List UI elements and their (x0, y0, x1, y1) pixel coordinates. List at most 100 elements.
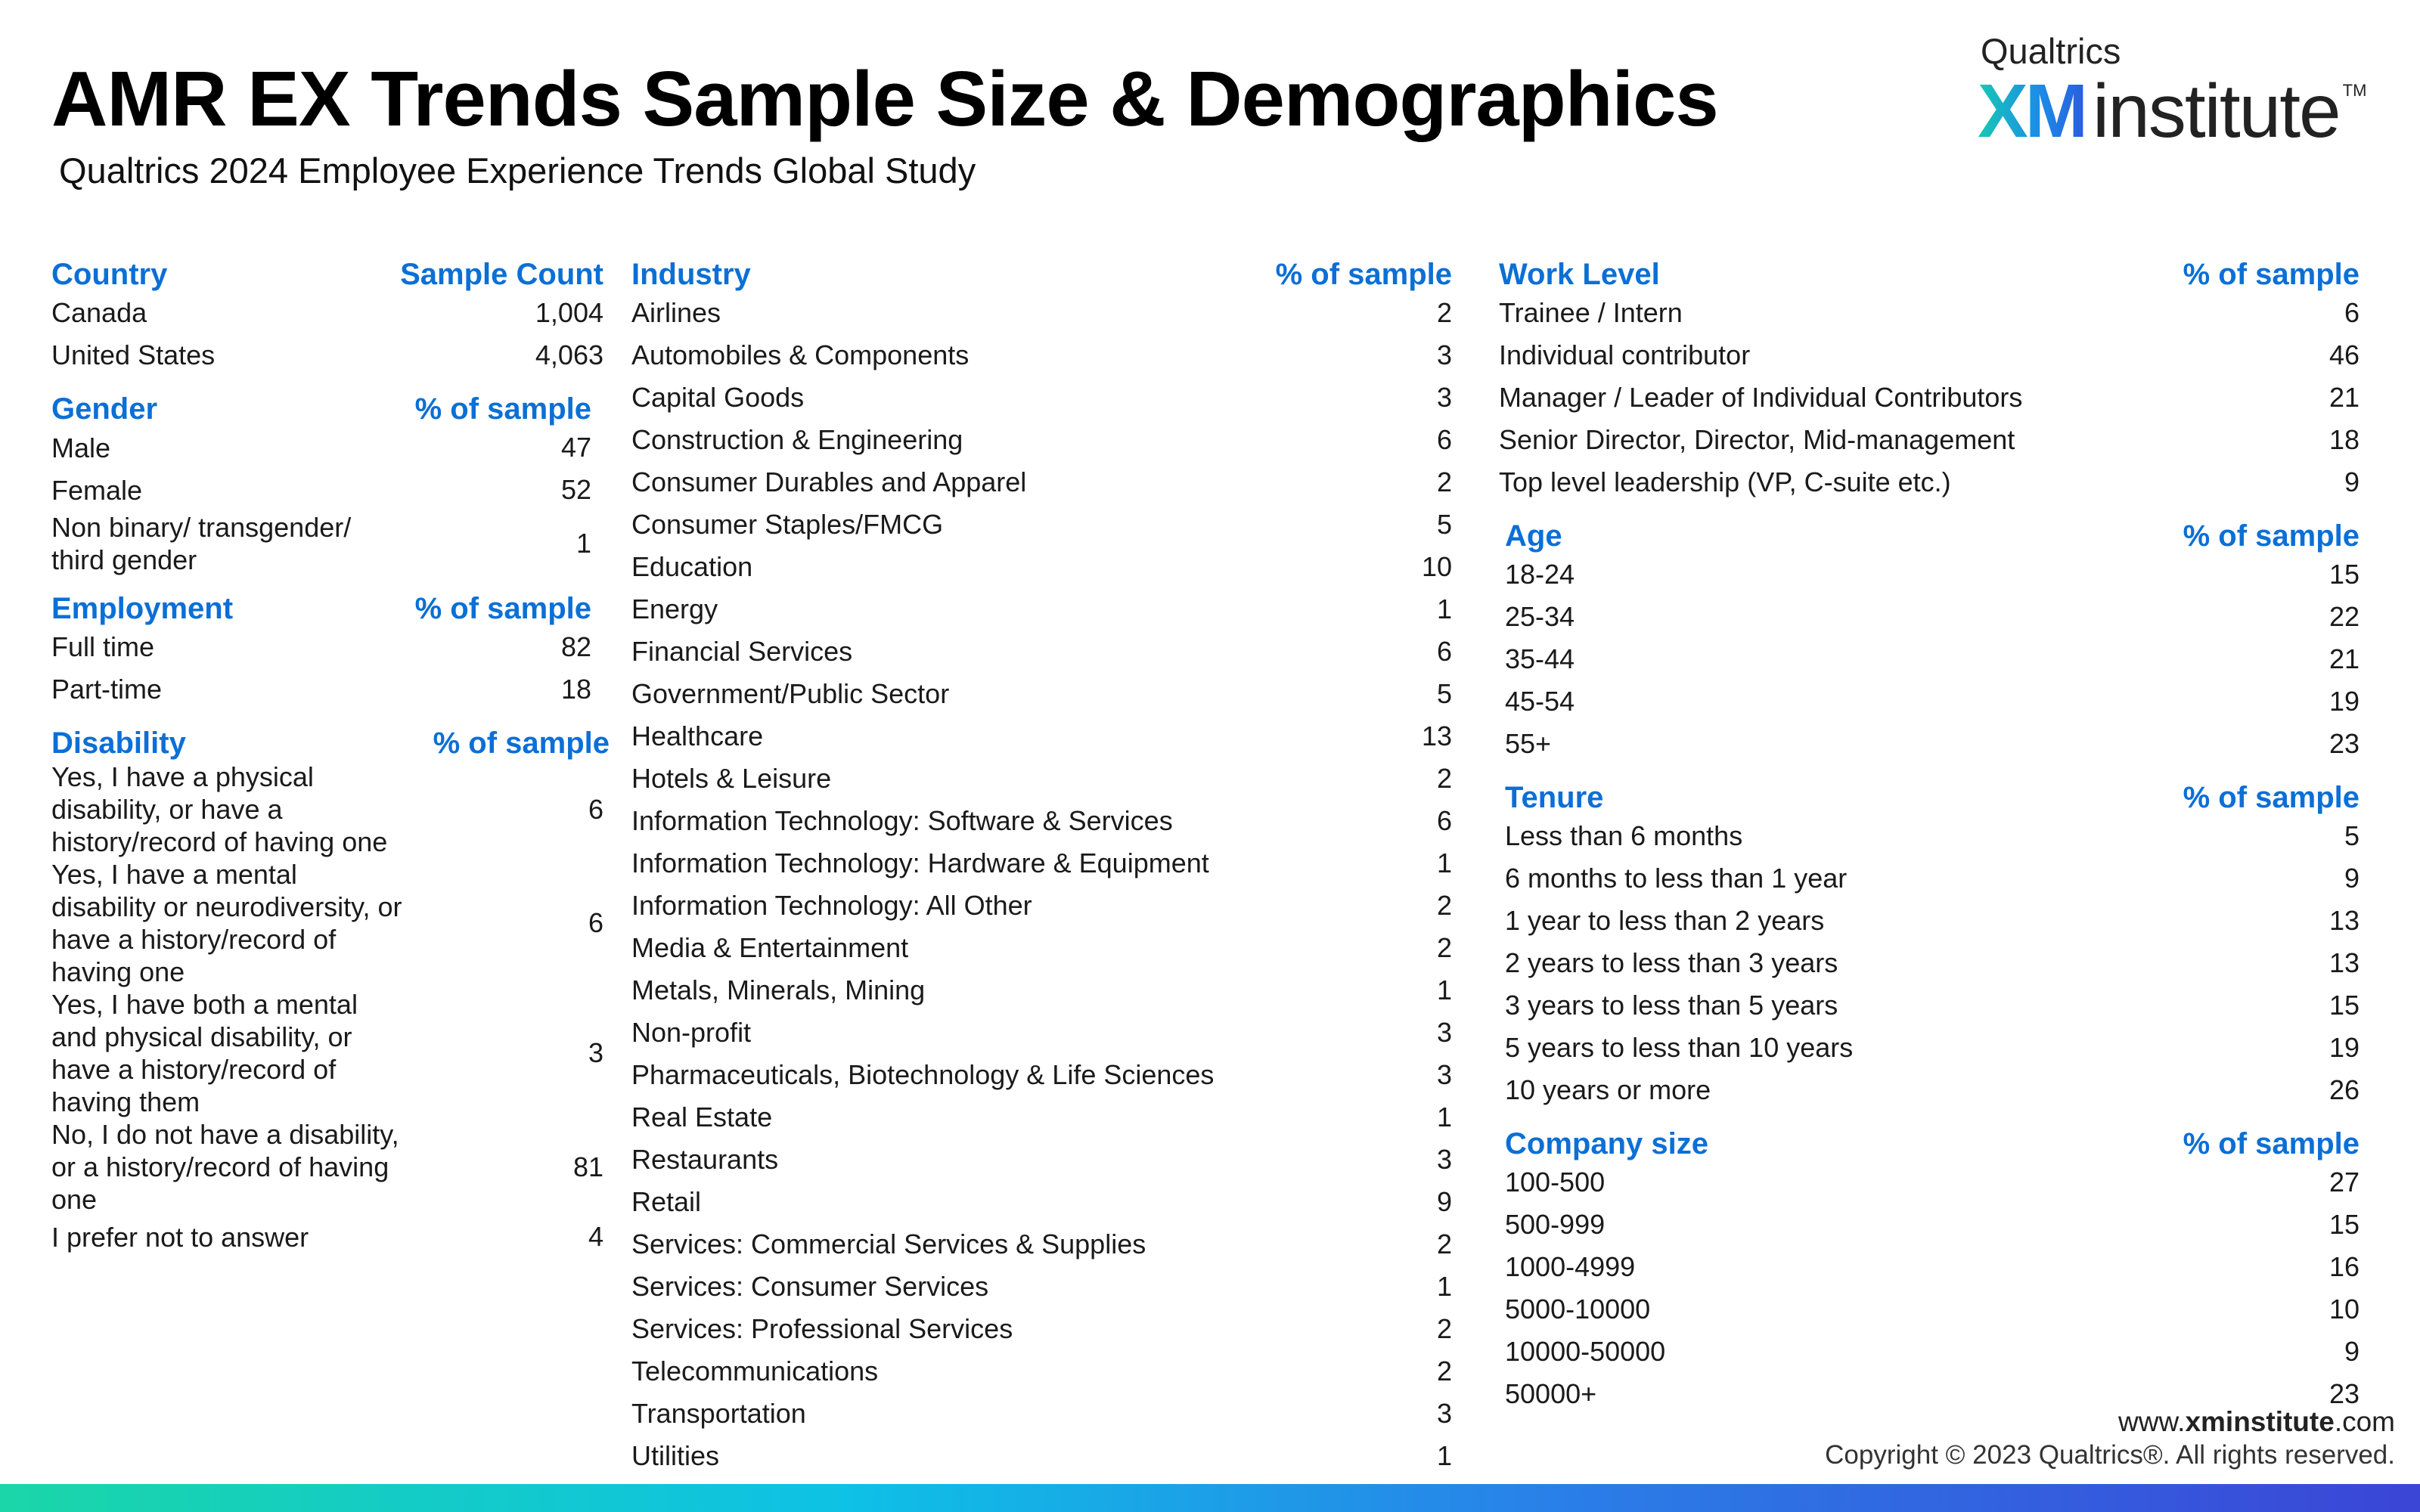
row-label: 6 months to less than 1 year (1505, 863, 1848, 894)
row-value: 2 (1436, 466, 1452, 497)
table-row: Male 47 (51, 426, 603, 469)
section-header: Country Sample Count (51, 249, 603, 292)
section-value-heading: % of sample (2183, 258, 2360, 291)
section-header: Age % of sample (1499, 511, 2360, 553)
table-row: Yes, I have a physical disability, or ha… (51, 761, 603, 858)
work-level-section: Work Level % of sample Trainee / Intern 6… (1499, 249, 2360, 503)
table-row: I prefer not to answer 4 (51, 1216, 603, 1258)
section-value-heading: % of sample (1275, 258, 1452, 291)
table-row: Financial Services 6 (631, 631, 1452, 673)
table-row: Education 10 (631, 546, 1452, 588)
row-value: 23 (2328, 728, 2360, 759)
row-value: 16 (2328, 1251, 2360, 1282)
section-value-heading: % of sample (2183, 1127, 2360, 1160)
page-title: AMR EX Trends Sample Size & Demographics (51, 55, 1719, 142)
table-row: 1000-4999 16 (1499, 1246, 2360, 1288)
row-label: Construction & Engineering (631, 424, 963, 455)
row-label: 5000-10000 (1505, 1294, 1651, 1325)
table-row: 25-34 22 (1499, 596, 2360, 638)
row-label: Information Technology: Software & Servi… (631, 805, 1173, 836)
table-row: Less than 6 months 5 (1499, 815, 2360, 857)
row-value: 15 (2328, 990, 2360, 1021)
row-value: 21 (2328, 382, 2360, 413)
row-label: Services: Consumer Services (631, 1271, 989, 1302)
table-row: 10000-50000 9 (1499, 1331, 2360, 1373)
row-value: 3 (1436, 1059, 1452, 1090)
table-row: Construction & Engineering 6 (631, 419, 1452, 461)
section-value-heading: % of sample (433, 727, 610, 760)
row-value: 1 (1436, 974, 1452, 1005)
row-value: 18 (560, 674, 591, 705)
row-value: 10 (1421, 551, 1452, 582)
row-label: Yes, I have a mental disability or neuro… (51, 859, 402, 987)
table-row: Utilities 1 (631, 1435, 1452, 1477)
row-label: 500-999 (1505, 1209, 1606, 1240)
section-heading: Tenure (1505, 781, 1604, 814)
table-row: United States 4,063 (51, 334, 603, 376)
section-heading: Country (51, 258, 168, 291)
row-label: 100-500 (1505, 1167, 1606, 1198)
age-section: Age % of sample 18-24 15 25-34 22 35-44 21 45-… (1499, 511, 2360, 765)
table-row: Manager / Leader of Individual Contribut… (1499, 376, 2360, 419)
row-value: 2 (1436, 297, 1452, 328)
url-suffix: .com (2334, 1406, 2395, 1437)
row-value: 26 (2328, 1074, 2360, 1105)
table-row: Hotels & Leisure 2 (631, 758, 1452, 800)
country-section: Country Sample Count Canada 1,004 United S… (51, 249, 603, 376)
company-size-section: Company size % of sample 100-500 27 500-99… (1499, 1119, 2360, 1415)
row-value: 5 (1436, 678, 1452, 709)
row-value: 13 (2328, 947, 2360, 978)
row-label: 18-24 (1505, 559, 1575, 590)
row-label: Government/Public Sector (631, 678, 950, 709)
row-label: 1000-4999 (1505, 1251, 1636, 1282)
table-row: Automobiles & Components 3 (631, 334, 1452, 376)
logo-institute-text: institute (2093, 69, 2341, 153)
table-row: Services: Consumer Services 1 (631, 1266, 1452, 1308)
row-label: Energy (631, 593, 718, 624)
table-row: Pharmaceuticals, Biotechnology & Life Sc… (631, 1054, 1452, 1096)
row-label: Information Technology: Hardware & Equip… (631, 847, 1209, 878)
table-row: No, I do not have a disability, or a his… (51, 1118, 603, 1216)
table-row: Information Technology: Hardware & Equip… (631, 842, 1452, 885)
row-label: 10 years or more (1505, 1074, 1711, 1105)
table-row: Restaurants 3 (631, 1139, 1452, 1181)
row-label: Individual contributor (1499, 339, 1751, 370)
table-row: Energy 1 (631, 588, 1452, 631)
table-row: 55+ 23 (1499, 723, 2360, 765)
table-row: Services: Commercial Services & Supplies… (631, 1223, 1452, 1266)
table-row: Yes, I have both a mental and physical d… (51, 988, 603, 1118)
row-label: Healthcare (631, 720, 764, 751)
table-row: 100-500 27 (1499, 1161, 2360, 1204)
row-value: 1 (1436, 847, 1452, 878)
row-value: 9 (2344, 466, 2360, 497)
row-value: 27 (2328, 1167, 2360, 1198)
row-label: Services: Professional Services (631, 1313, 1013, 1344)
employment-section: Employment % of sample Full time 82 Part-t… (51, 584, 603, 711)
logo-trademark: TM (2342, 81, 2367, 100)
row-value: 5 (1436, 509, 1452, 540)
industry-column: Industry % of sample Airlines 2 Automobile… (631, 249, 1452, 1485)
row-value: 2 (1436, 763, 1452, 794)
row-label: Manager / Leader of Individual Contribut… (1499, 382, 2023, 413)
row-label: Consumer Durables and Apparel (631, 466, 1027, 497)
section-header: Industry % of sample (631, 249, 1452, 292)
row-label: Metals, Minerals, Mining (631, 974, 926, 1005)
table-row: Yes, I have a mental disability or neuro… (51, 858, 603, 988)
table-row: Consumer Staples/FMCG 5 (631, 503, 1452, 546)
row-label: Capital Goods (631, 382, 805, 413)
section-header: Gender % of sample (51, 384, 603, 426)
row-label: 5 years to less than 10 years (1505, 1032, 1854, 1063)
table-row: 2 years to less than 3 years 13 (1499, 942, 2360, 984)
row-value: 1 (1436, 1271, 1452, 1302)
section-value-heading: % of sample (414, 592, 591, 625)
table-row: Retail 9 (631, 1181, 1452, 1223)
row-label: Retail (631, 1186, 702, 1217)
row-value: 9 (1436, 1186, 1452, 1217)
table-row: Telecommunications 2 (631, 1350, 1452, 1393)
footer-website-link[interactable]: www.xminstitute.com (2118, 1406, 2395, 1438)
table-row: Senior Director, Director, Mid-managemen… (1499, 419, 2360, 461)
page-subtitle: Qualtrics 2024 Employee Experience Trend… (59, 150, 976, 191)
row-value: 9 (2344, 1336, 2360, 1367)
row-value: 13 (1421, 720, 1452, 751)
table-row: Non-profit 3 (631, 1012, 1452, 1054)
